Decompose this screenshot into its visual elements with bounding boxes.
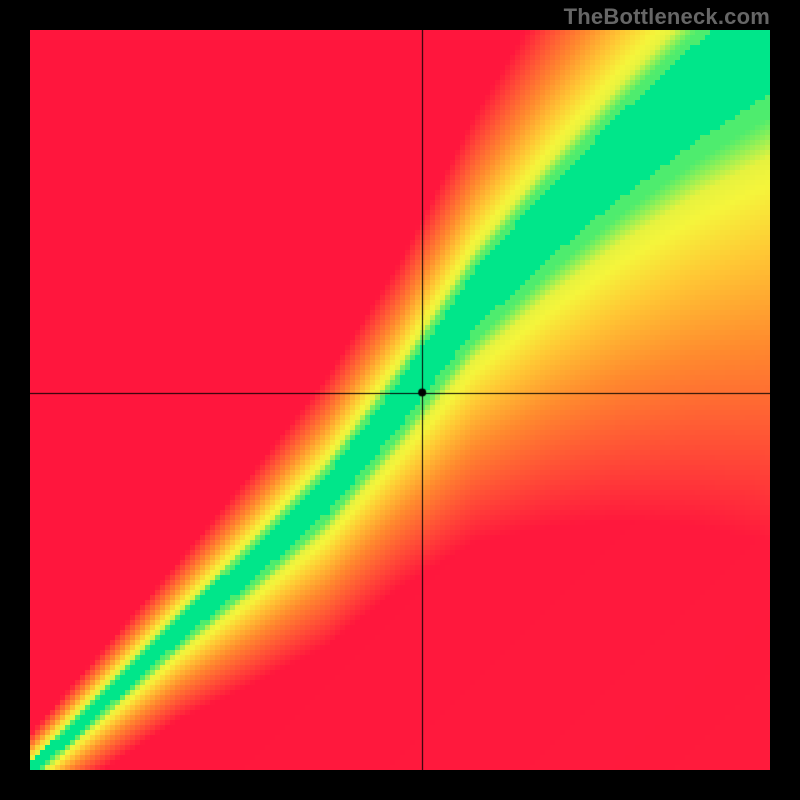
crosshair-overlay: [30, 30, 770, 770]
watermark-text: TheBottleneck.com: [564, 4, 770, 30]
chart-container: TheBottleneck.com: [0, 0, 800, 800]
